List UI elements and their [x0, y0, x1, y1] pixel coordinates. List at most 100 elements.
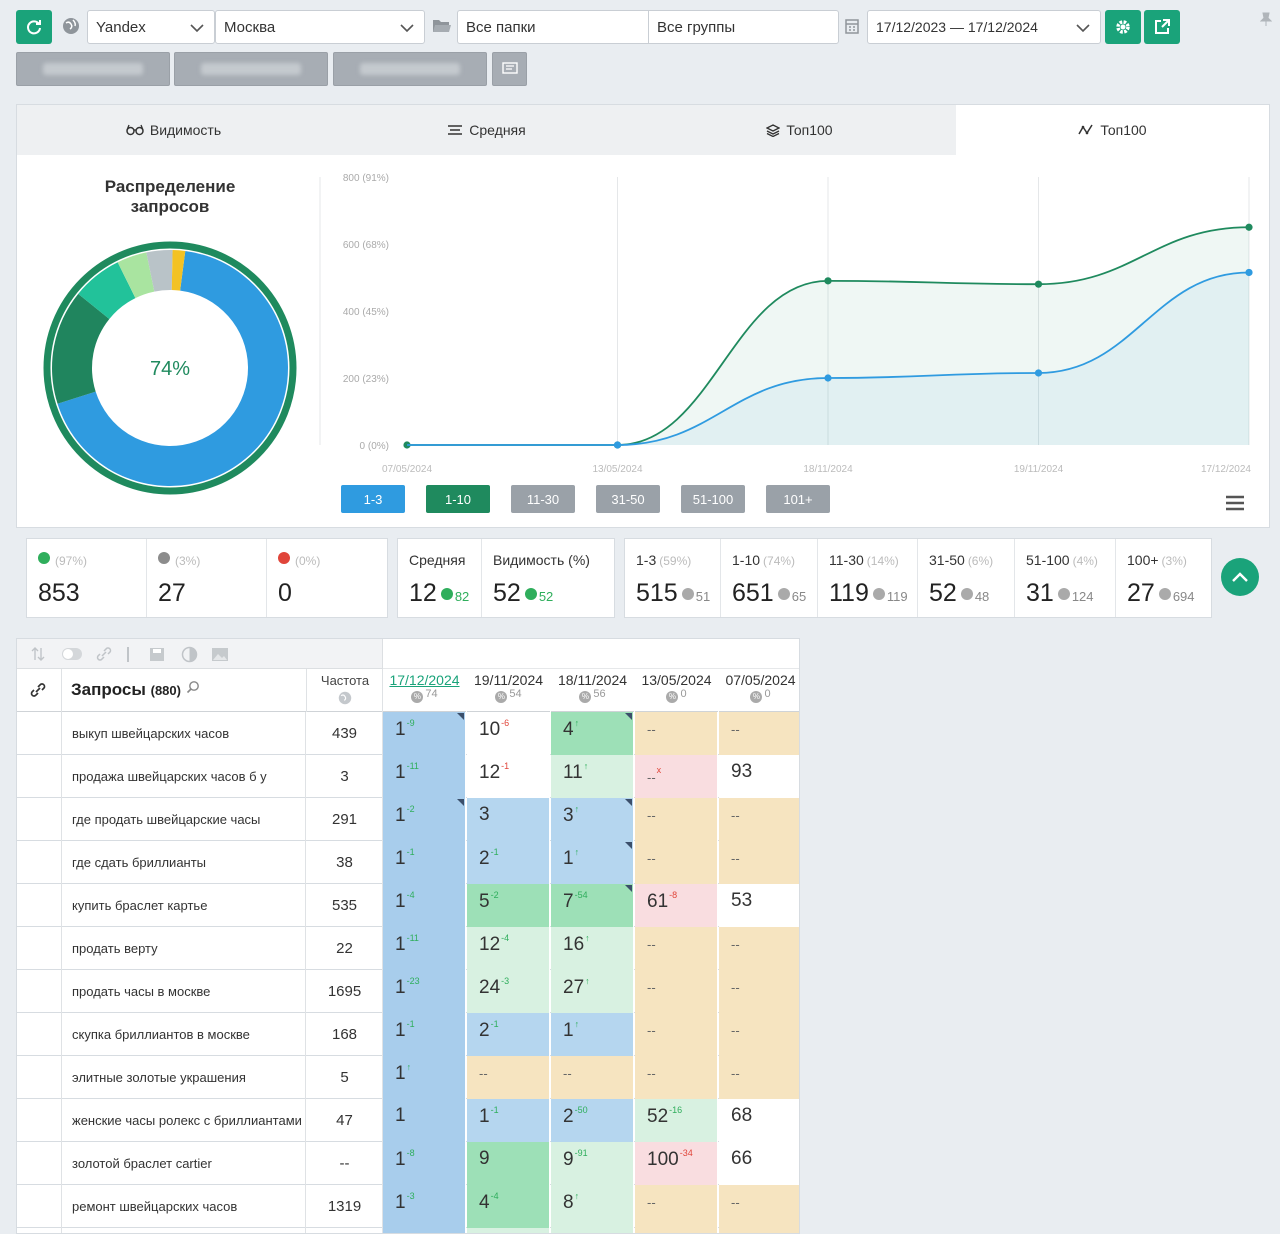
query-text[interactable]: элитные золотые украшения	[61, 1056, 306, 1099]
position-cell[interactable]: 1-23	[383, 970, 466, 1013]
position-cell[interactable]: 16↑	[551, 927, 634, 970]
date-column-header[interactable]: 07/05/2024% 0	[719, 669, 799, 712]
query-text[interactable]: золотой браслет cartier	[61, 1142, 306, 1185]
donut-slice[interactable]	[52, 293, 110, 404]
position-cell[interactable]: --	[719, 927, 799, 970]
table-row[interactable]: скупка бриллиантов в москве 168 1-1 2-1 1↑ --…	[17, 1013, 799, 1056]
position-cell[interactable]: 1-3	[383, 1185, 466, 1228]
position-cell[interactable]	[719, 1228, 799, 1233]
table-row[interactable]: продать часы в москве 1695 1-23 24-3 27↑ -- --	[17, 970, 799, 1013]
range-button-101+[interactable]: 101+	[766, 485, 830, 513]
range-button-31-50[interactable]: 31-50	[596, 485, 660, 513]
donut-slice[interactable]	[117, 252, 155, 299]
donut-slice[interactable]	[146, 250, 173, 292]
position-cell[interactable]: --	[635, 798, 718, 841]
position-cell[interactable]: 2-50	[551, 1099, 634, 1142]
position-cell[interactable]: --	[719, 970, 799, 1013]
query-text[interactable]	[61, 1228, 306, 1233]
date-column-header[interactable]: 17/12/2024% 74	[383, 669, 466, 712]
position-cell[interactable]: 2-1	[467, 1013, 550, 1056]
query-text[interactable]: где сдать бриллианты	[61, 841, 306, 884]
groups-select[interactable]: Все группы	[648, 10, 839, 44]
position-cell[interactable]: --	[635, 712, 718, 755]
range-button-11-30[interactable]: 11-30	[511, 485, 575, 513]
position-cell[interactable]	[467, 1228, 550, 1233]
donut-slice[interactable]	[78, 262, 136, 319]
position-cell[interactable]: 1-2	[383, 798, 466, 841]
contrast-icon[interactable]	[181, 646, 198, 663]
data-point[interactable]	[1034, 280, 1043, 288]
position-cell[interactable]: 5-2	[467, 884, 550, 927]
export-button[interactable]	[1144, 10, 1180, 44]
position-cell[interactable]: 2-1	[467, 841, 550, 884]
position-cell[interactable]: --	[635, 841, 718, 884]
position-cell[interactable]: 12-4	[467, 927, 550, 970]
table-row[interactable]: женские часы ролекс с бриллиантами 47 1 1-1…	[17, 1099, 799, 1142]
position-cell[interactable]: 61-8	[635, 884, 718, 927]
position-cell[interactable]: 1↑	[551, 841, 634, 884]
link-icon[interactable]	[95, 646, 113, 662]
position-cell[interactable]: 10-6	[467, 712, 550, 755]
position-cell[interactable]	[551, 1228, 634, 1233]
position-cell[interactable]: 1↑	[551, 1013, 634, 1056]
query-text[interactable]: ремонт швейцарских часов	[61, 1185, 306, 1228]
position-cell[interactable]: --	[719, 841, 799, 884]
date-column-header[interactable]: 19/11/2024% 54	[467, 669, 550, 712]
position-cell[interactable]: 1-11	[383, 755, 466, 798]
position-cell[interactable]: --	[719, 1056, 799, 1099]
position-cell[interactable]: 7-54	[551, 884, 634, 927]
tab-average[interactable]: Средняя	[330, 105, 643, 155]
range-button-1-3[interactable]: 1-3	[341, 485, 405, 513]
position-cell[interactable]: 1-1	[383, 841, 466, 884]
table-row[interactable]	[17, 1228, 799, 1233]
collapse-button[interactable]	[1221, 558, 1259, 596]
date-column-header[interactable]: 18/11/2024% 56	[551, 669, 634, 712]
position-cell[interactable]: 1-4	[383, 884, 466, 927]
folders-select[interactable]: Все папки	[457, 10, 649, 44]
query-text[interactable]: продать верту	[61, 927, 306, 970]
position-cell[interactable]: 1-1	[383, 1013, 466, 1056]
table-row[interactable]: элитные золотые украшения 5 1↑ -- -- -- --	[17, 1056, 799, 1099]
sort-icon[interactable]	[31, 647, 45, 661]
flag-button[interactable]	[492, 52, 527, 86]
position-cell[interactable]: 1-11	[383, 927, 466, 970]
position-cell[interactable]: --	[635, 1185, 718, 1228]
donut-slice[interactable]	[171, 250, 186, 291]
engine-select[interactable]: Yandex	[87, 10, 215, 44]
position-cell[interactable]: 66	[719, 1142, 799, 1185]
table-row[interactable]: где продать швейцарские часы 291 1-2 3 3↑ -- -…	[17, 798, 799, 841]
position-cell[interactable]: 93	[719, 755, 799, 798]
region-select[interactable]: Москва	[215, 10, 425, 44]
date-range-select[interactable]: 17/12/2023 — 17/12/2024	[867, 10, 1101, 44]
data-point[interactable]	[613, 441, 622, 449]
settings-button[interactable]	[1105, 10, 1141, 44]
image-icon[interactable]	[211, 647, 229, 662]
position-cell[interactable]: 53	[719, 884, 799, 927]
table-row[interactable]: продажа швейцарских часов б у 3 1-11 12-1 11…	[17, 755, 799, 798]
project-button[interactable]	[16, 52, 170, 86]
position-cell[interactable]: 1	[383, 1099, 466, 1142]
save-icon[interactable]	[149, 647, 165, 662]
link-icon[interactable]	[29, 682, 47, 698]
position-cell[interactable]: 1-9	[383, 712, 466, 755]
position-cell[interactable]: --	[635, 927, 718, 970]
position-cell[interactable]: --	[719, 1013, 799, 1056]
position-cell[interactable]: --	[467, 1056, 550, 1099]
range-button-1-10[interactable]: 1-10	[426, 485, 490, 513]
data-point[interactable]	[824, 374, 832, 382]
position-cell[interactable]: 4-4	[467, 1185, 550, 1228]
query-text[interactable]: где продать швейцарские часы	[61, 798, 306, 841]
toggle-icon[interactable]	[61, 647, 83, 661]
position-cell[interactable]: 1-1	[467, 1099, 550, 1142]
table-row[interactable]: выкуп швейцарских часов 439 1-9 10-6 4↑ -- --	[17, 712, 799, 755]
donut-slice[interactable]	[57, 250, 289, 486]
frequency-header[interactable]: Частота	[307, 673, 383, 708]
query-text[interactable]: продать часы в москве	[61, 970, 306, 1013]
position-cell[interactable]: 27↑	[551, 970, 634, 1013]
table-row[interactable]: купить браслет картье 535 1-4 5-2 7-54 61-8 53	[17, 884, 799, 927]
position-cell[interactable]	[383, 1228, 466, 1233]
position-cell[interactable]: --	[635, 1056, 718, 1099]
position-cell[interactable]: 1↑	[383, 1056, 466, 1099]
project-button[interactable]	[333, 52, 487, 86]
menu-icon[interactable]	[1225, 495, 1245, 511]
